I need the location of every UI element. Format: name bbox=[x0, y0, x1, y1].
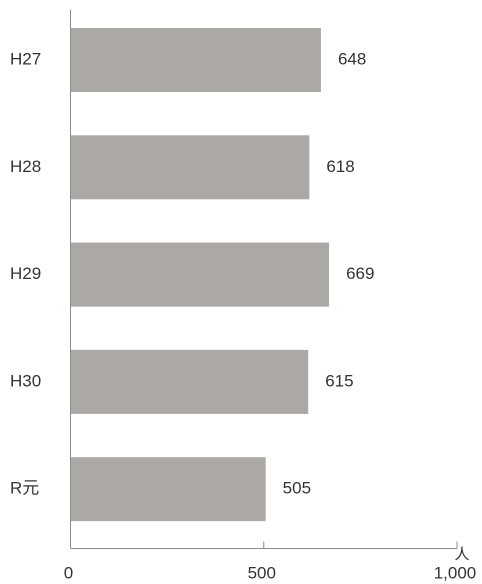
x-tick-label-2: 500 bbox=[248, 563, 276, 582]
value-label-1: 648 bbox=[338, 49, 366, 68]
value-label-2: 618 bbox=[326, 157, 354, 176]
bars-layer bbox=[70, 28, 330, 522]
category-label-4: H30 bbox=[10, 371, 41, 390]
bar-5 bbox=[70, 457, 266, 522]
category-label-5: R元 bbox=[10, 479, 39, 498]
value-label-5: 505 bbox=[283, 479, 311, 498]
bar-2 bbox=[70, 135, 310, 200]
value-label-3: 669 bbox=[346, 264, 374, 283]
axes-layer bbox=[70, 10, 458, 549]
category-label-1: H27 bbox=[10, 49, 41, 68]
x-tick-label-3: 1,000 bbox=[434, 563, 477, 582]
value-label-4: 615 bbox=[325, 371, 353, 390]
x-tick-label-1: 0 bbox=[64, 563, 73, 582]
x-unit-label: 人 bbox=[454, 546, 469, 563]
category-label-3: H29 bbox=[10, 264, 41, 283]
category-label-2: H28 bbox=[10, 157, 41, 176]
bar-3 bbox=[70, 242, 330, 307]
bar-4 bbox=[70, 349, 309, 414]
bar-1 bbox=[70, 28, 321, 92]
